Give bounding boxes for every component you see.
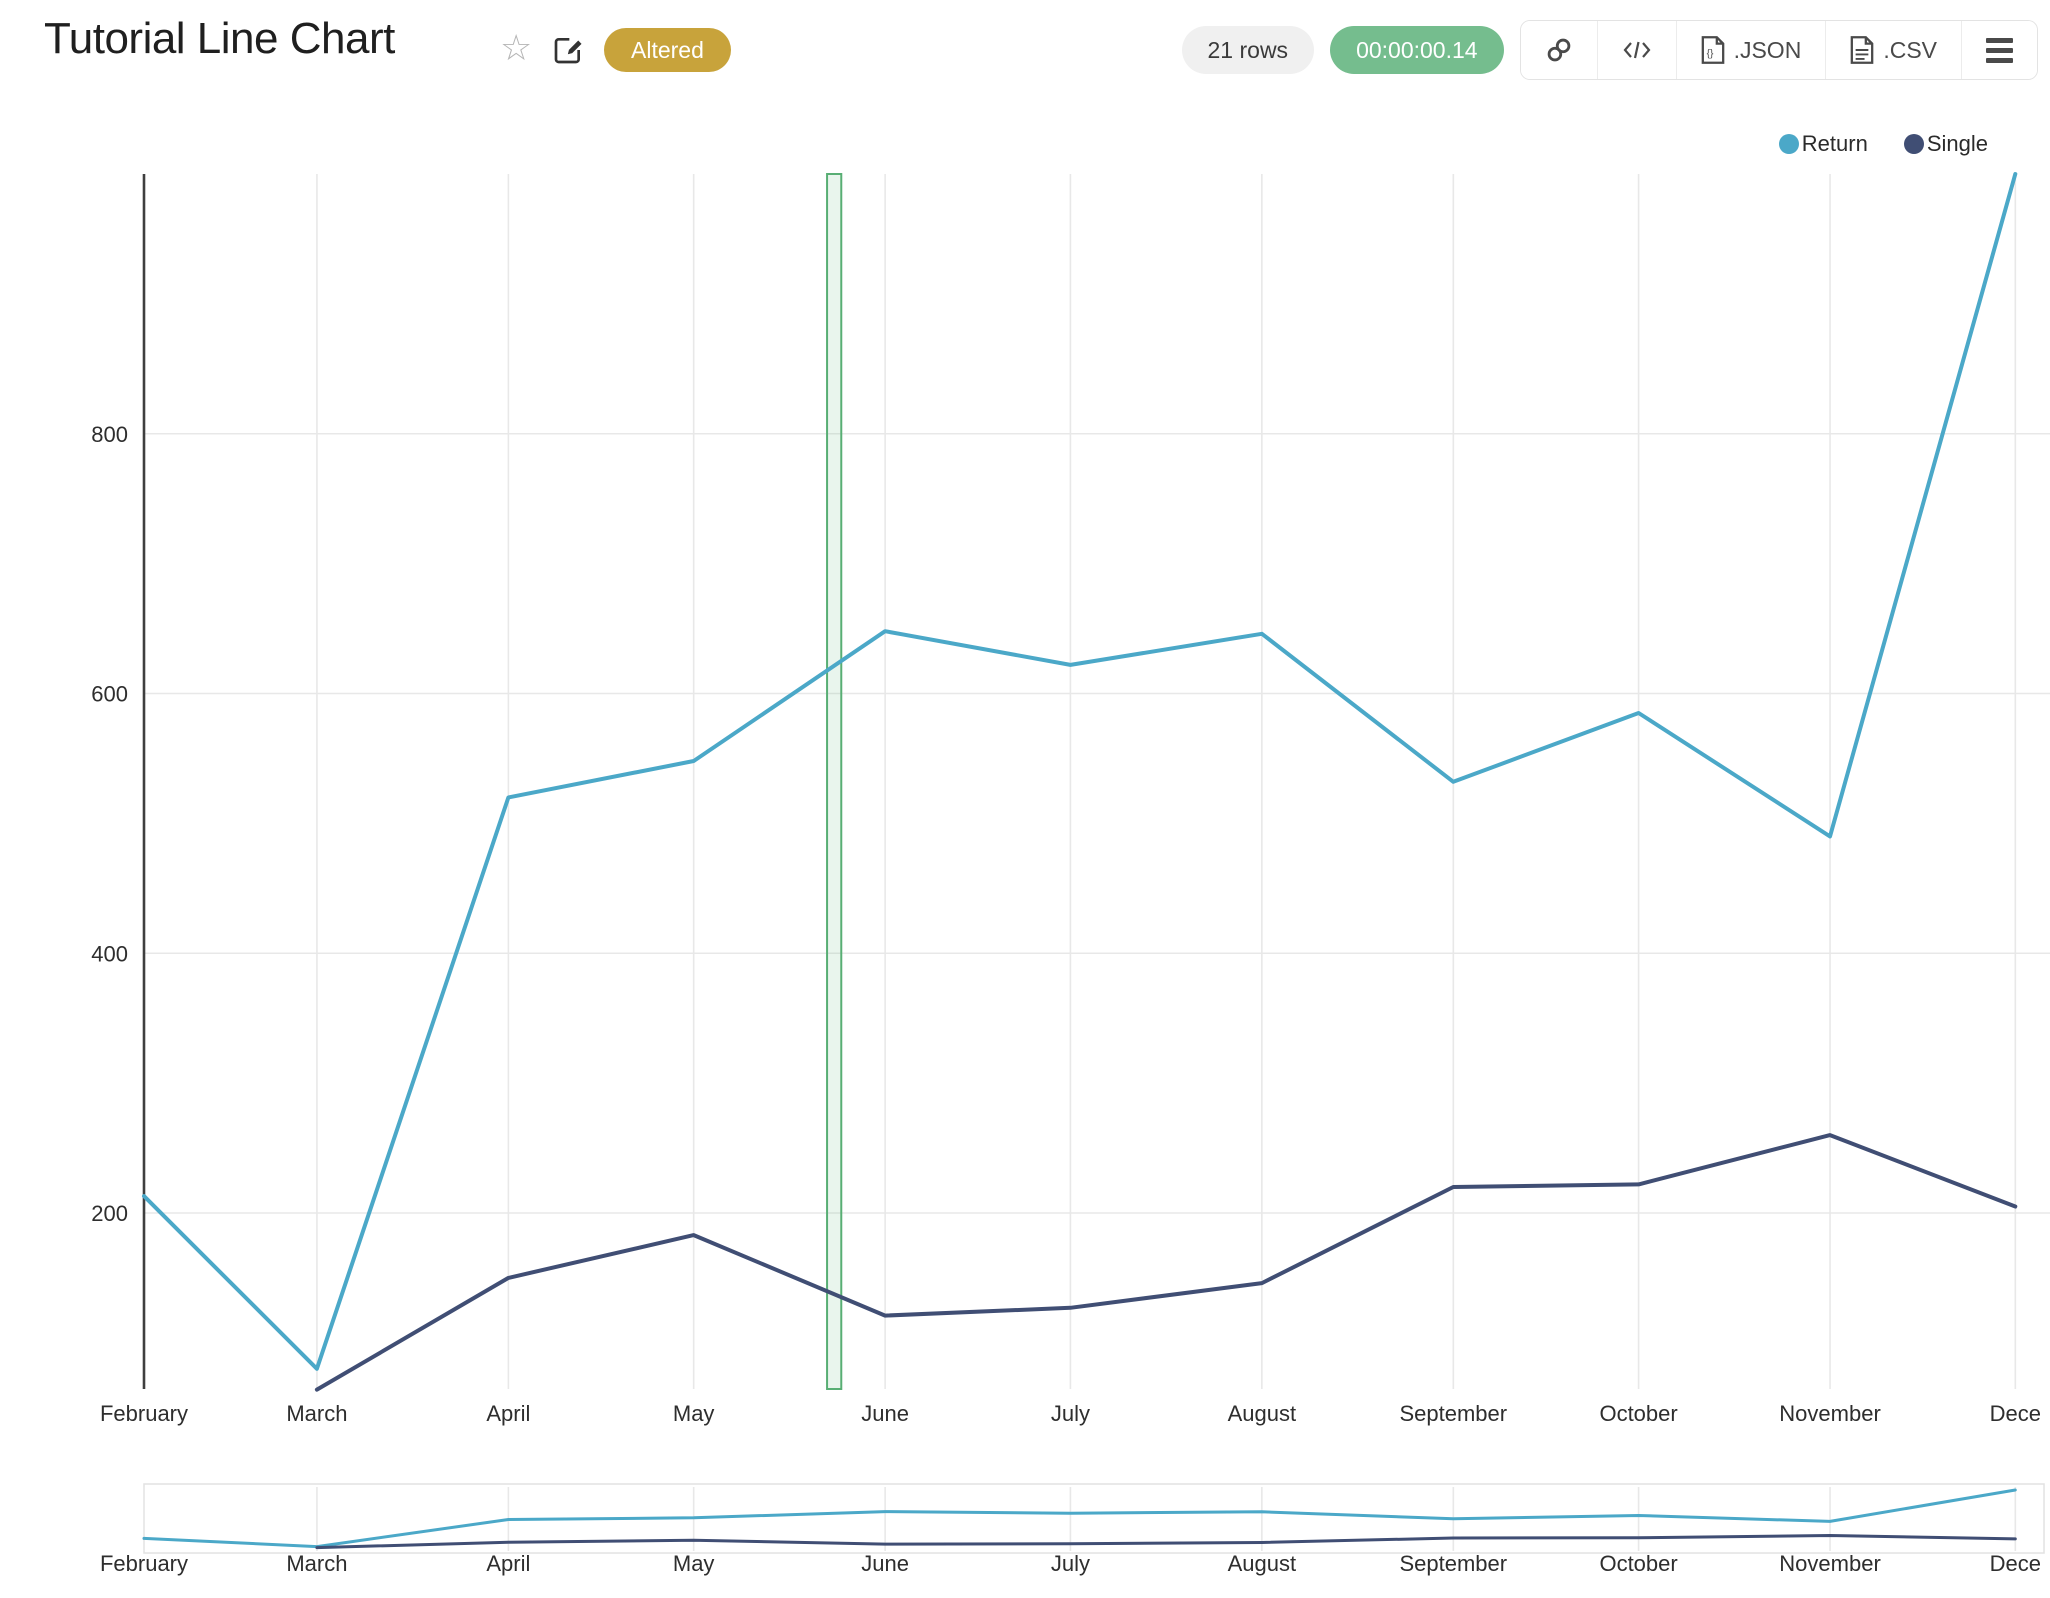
- csv-file-icon: [1850, 36, 1874, 64]
- link-button[interactable]: [1520, 21, 1597, 79]
- embed-code-button[interactable]: [1596, 21, 1676, 79]
- x-tick-label: April: [486, 1401, 530, 1426]
- more-menu-button[interactable]: [1961, 21, 2037, 79]
- x-tick-label: February: [100, 1401, 188, 1426]
- favorite-star-icon[interactable]: ☆: [500, 27, 533, 68]
- download-csv-label: .CSV: [1883, 36, 1937, 63]
- execution-time-badge: 00:00:00.14: [1330, 26, 1504, 74]
- legend-dot-single: [1903, 134, 1924, 154]
- x-tick-label: July: [1051, 1401, 1090, 1426]
- mini-x-tick-label: November: [1779, 1551, 1880, 1576]
- status-badge: Altered: [604, 28, 731, 72]
- legend-label: Return: [1801, 131, 1868, 156]
- download-json-label: .JSON: [1733, 36, 1802, 63]
- pencil-square-icon: [554, 38, 582, 64]
- mini-x-tick-label: September: [1399, 1551, 1507, 1576]
- download-csv-button[interactable]: .CSV: [1825, 21, 1961, 79]
- x-tick-label: August: [1228, 1401, 1297, 1426]
- y-tick-label: 800: [91, 422, 128, 447]
- selection-band[interactable]: [826, 173, 843, 1390]
- rows-count-badge: 21 rows: [1181, 26, 1315, 74]
- y-tick-label: 600: [91, 682, 128, 707]
- mini-x-tick-label: February: [100, 1551, 188, 1576]
- export-button-group: {} .JSON .CSV: [1519, 20, 2038, 80]
- mini-x-tick-label: May: [673, 1551, 715, 1576]
- x-tick-label: March: [286, 1401, 347, 1426]
- x-tick-label: October: [1599, 1401, 1677, 1426]
- single-series-line[interactable]: [314, 1133, 2018, 1392]
- mini-x-tick-label: June: [861, 1551, 909, 1576]
- mini-x-tick-label: August: [1228, 1551, 1297, 1576]
- link-icon: [1547, 38, 1570, 62]
- mini-x-tick-label: March: [286, 1551, 347, 1576]
- chart-legend: Return Single: [1778, 131, 1988, 157]
- mini-x-tick-label: Dece: [1990, 1551, 2041, 1576]
- legend-item-return[interactable]: Return: [1778, 131, 1868, 157]
- menu-icon: [1986, 37, 2013, 63]
- mini-x-tick-label: July: [1051, 1551, 1090, 1576]
- x-tick-label: September: [1399, 1401, 1507, 1426]
- page-title: Tutorial Line Chart: [44, 14, 395, 63]
- y-tick-label: 400: [91, 941, 128, 966]
- y-tick-label: 200: [91, 1201, 128, 1226]
- single-mini-line: [315, 1534, 2017, 1550]
- x-tick-label: May: [673, 1401, 715, 1426]
- return-series-line[interactable]: [142, 172, 2018, 1371]
- legend-label: Single: [1926, 131, 1988, 156]
- header-toolbar: 21 rows 00:00:00.14 {} .JSON: [1181, 20, 2038, 80]
- code-icon: [1623, 41, 1651, 59]
- legend-item-single[interactable]: Single: [1903, 131, 1988, 157]
- x-tick-label: Dece: [1990, 1401, 2041, 1426]
- json-file-icon: {}: [1701, 36, 1724, 64]
- x-tick-label: June: [861, 1401, 909, 1426]
- mini-x-tick-label: October: [1599, 1551, 1677, 1576]
- edit-icon[interactable]: [552, 34, 584, 71]
- download-json-button[interactable]: {} .JSON: [1675, 21, 1826, 79]
- svg-text:{}: {}: [1706, 48, 1713, 59]
- return-mini-line: [142, 1488, 2017, 1549]
- mini-x-tick-label: April: [486, 1551, 530, 1576]
- legend-dot-return: [1778, 134, 1799, 154]
- x-tick-label: November: [1779, 1401, 1880, 1426]
